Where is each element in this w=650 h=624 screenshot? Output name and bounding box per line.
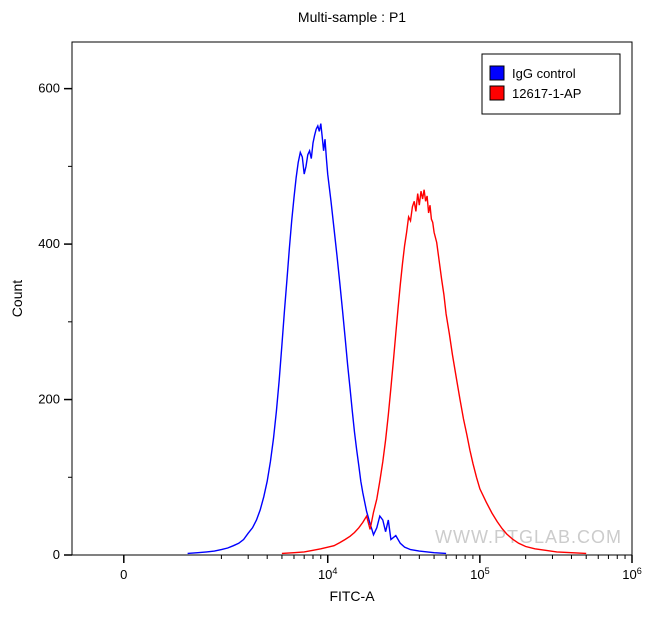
y-axis-label: Count — [9, 280, 25, 317]
legend-swatch — [490, 66, 504, 80]
chart-container: Multi-sample : P1 Count FITC-A 0 200 400 600 0 1… — [0, 0, 650, 624]
chart-title: Multi-sample : P1 — [298, 9, 406, 25]
x-axis-label: FITC-A — [329, 588, 375, 604]
y-tick-label: 0 — [53, 547, 60, 562]
x-tick-label: 0 — [120, 567, 127, 582]
legend-label: IgG control — [512, 66, 576, 81]
legend-label: 12617-1-AP — [512, 86, 581, 101]
legend-box — [482, 54, 620, 114]
legend-swatch — [490, 86, 504, 100]
flow-cytometry-chart: Multi-sample : P1 Count FITC-A 0 200 400 600 0 1… — [0, 0, 650, 619]
y-tick-label: 200 — [38, 392, 60, 407]
watermark: WWW.PTGLAB.COM — [435, 527, 622, 547]
y-tick-label: 400 — [38, 236, 60, 251]
y-tick-label: 600 — [38, 81, 60, 96]
